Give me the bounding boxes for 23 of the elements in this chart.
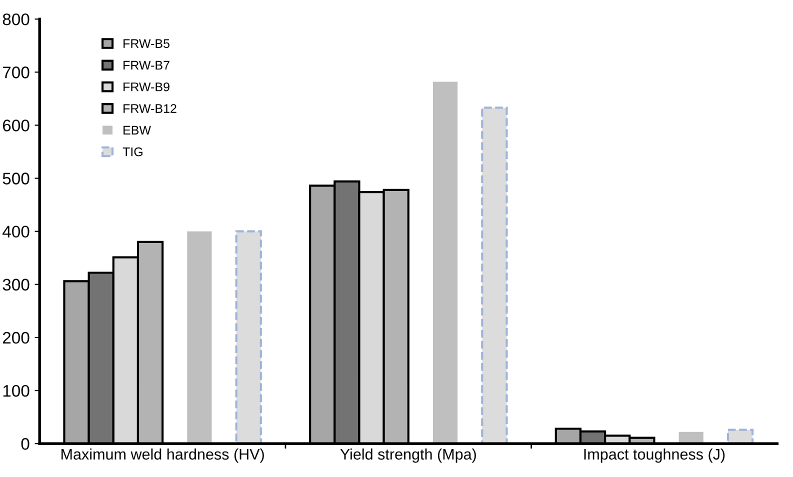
y-tick-label: 200 bbox=[2, 332, 30, 344]
y-tick-label: 0 bbox=[21, 438, 30, 450]
y-tick-label: 600 bbox=[2, 120, 30, 132]
legend-label: TIG bbox=[122, 147, 142, 156]
legend-label: EBW bbox=[124, 126, 151, 134]
bar bbox=[235, 230, 262, 444]
bar bbox=[481, 106, 508, 444]
bar bbox=[726, 428, 754, 444]
legend-label: FRW-B9 bbox=[124, 82, 170, 92]
x-tick-label: Yield strength (Mpa) bbox=[340, 448, 476, 463]
y-tick-label: 300 bbox=[2, 278, 30, 291]
y-tick-label: 100 bbox=[3, 384, 30, 397]
y-tick-label: 400 bbox=[2, 226, 30, 238]
x-tick-label: Impact toughness (J) bbox=[584, 448, 725, 463]
x-tick-label: Maximum weld hardness (HV) bbox=[62, 448, 264, 463]
y-tick-label: 700 bbox=[2, 66, 30, 78]
legend-label: FRW-B5 bbox=[124, 39, 170, 48]
bar bbox=[432, 82, 458, 444]
legend-label: FRW-B12 bbox=[124, 104, 176, 113]
y-tick-label: 500 bbox=[2, 172, 30, 184]
legend-label: FRW-B7 bbox=[124, 60, 170, 70]
bar bbox=[187, 231, 212, 444]
y-tick-label: 800 bbox=[2, 13, 30, 26]
